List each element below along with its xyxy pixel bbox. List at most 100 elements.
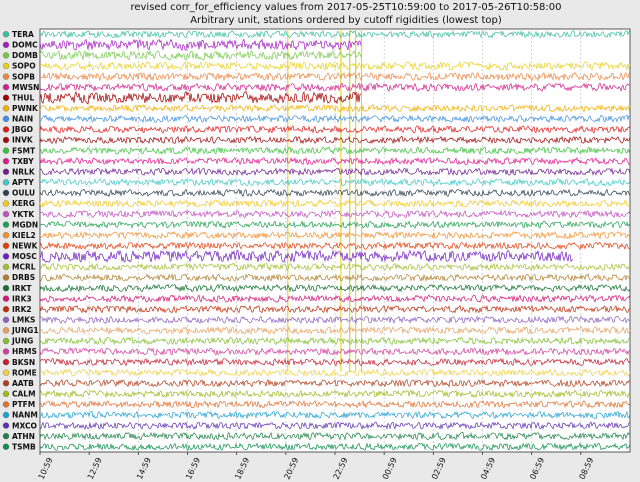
series-line-rome	[39, 368, 631, 378]
legend-item-irkt: IRKT	[2, 284, 32, 293]
legend-label: PTFM	[12, 400, 35, 409]
legend-item-hrms: HRMS	[2, 347, 37, 356]
legend-item-nain: NAIN	[2, 115, 33, 124]
legend-item-oulu: OULU	[2, 189, 35, 198]
legend-label: NRLK	[12, 167, 36, 176]
legend-label: IRKT	[12, 284, 32, 293]
series-line-sopb	[39, 71, 631, 82]
legend-swatch	[2, 316, 10, 323]
legend-swatch	[2, 94, 10, 101]
legend-label: MGDN	[12, 220, 38, 229]
legend-label: KIEL2	[12, 231, 36, 240]
legend-swatch	[2, 401, 10, 408]
series-line-athn	[39, 431, 631, 441]
series-line-aatb	[39, 378, 631, 388]
legend-item-jung: JUNG	[2, 337, 33, 346]
legend-item-pwnk: PWNK	[2, 104, 39, 113]
legend-swatch	[2, 221, 10, 228]
legend-swatch	[2, 284, 10, 292]
legend-item-kerg: KERG	[2, 199, 35, 208]
legend-item-invk: INVK	[2, 136, 34, 145]
series-line-hrms	[39, 347, 631, 356]
legend-label: PWNK	[12, 104, 39, 113]
legend-item-nrlk: NRLK	[2, 167, 36, 176]
legend-label: MOSC	[12, 252, 37, 261]
legend-label: LMKS	[12, 316, 35, 325]
series-line-newk	[39, 241, 631, 251]
legend-label: JBGO	[11, 125, 33, 134]
legend-label: KERG	[12, 199, 35, 208]
legend-item-jbgo: JBGO	[2, 125, 33, 134]
series-line-thul	[39, 90, 362, 105]
legend-swatch	[2, 210, 10, 218]
legend-swatch	[2, 115, 10, 123]
legend-label: ROME	[12, 368, 37, 377]
series-line-drbs	[39, 273, 631, 282]
series-line-irk3	[39, 294, 631, 303]
legend-swatch	[2, 200, 10, 207]
plot-area	[39, 28, 631, 453]
legend-item-bksn: BKSN	[2, 358, 35, 367]
legend-item-mosc: MOSC	[2, 252, 37, 261]
legend-label: HRMS	[12, 347, 37, 356]
legend-item-lmks: LMKS	[2, 316, 35, 325]
legend-swatch	[2, 390, 10, 397]
legend-label: IRK3	[12, 294, 32, 303]
legend-swatch	[2, 411, 10, 419]
series-line-nanm	[39, 410, 631, 420]
legend-item-mwsn: MWSN	[2, 83, 39, 92]
legend-label: TXBY	[12, 157, 34, 166]
legend-item-tsmb: TSMB	[2, 442, 36, 451]
legend-swatch	[2, 263, 10, 271]
series-line-domb	[39, 49, 362, 61]
legend-swatch	[2, 126, 10, 133]
series-line-kerg	[39, 199, 631, 208]
series-line-apty	[39, 178, 631, 187]
legend-swatch	[2, 158, 10, 165]
legend-item-aatb: AATB	[2, 379, 34, 388]
legend-item-nanm: NANM	[2, 411, 38, 420]
legend-item-drbs: DRBS	[2, 273, 35, 282]
legend-item-calm: CALM	[2, 390, 36, 399]
series-line-domc	[39, 38, 362, 52]
series-line-txby	[39, 156, 631, 166]
legend-swatch	[2, 105, 10, 112]
legend-item-jung1: JUNG1	[2, 326, 39, 335]
legend-label: APTY	[12, 178, 34, 187]
legend-swatch	[2, 295, 10, 302]
series-line-invk	[39, 135, 631, 145]
legend-label: BKSN	[12, 358, 35, 367]
legend-item-fsmt: FSMT	[2, 146, 36, 155]
legend-swatch	[2, 168, 10, 175]
series-line-pwnk	[39, 103, 631, 113]
legend-label: DOMC	[12, 41, 38, 50]
legend-swatch	[2, 274, 10, 281]
series-layer	[39, 29, 631, 451]
legend-label: DRBS	[12, 273, 35, 282]
legend-label: MXCO	[12, 421, 37, 430]
series-line-nrlk	[39, 167, 631, 177]
legend-swatch	[2, 31, 10, 38]
legend-swatch	[2, 432, 10, 440]
series-line-kiel2	[39, 230, 631, 240]
legend-swatch	[2, 73, 10, 80]
legend-label: CALM	[12, 390, 36, 399]
series-line-yktk	[39, 209, 631, 219]
legend-label: NANM	[12, 411, 38, 420]
legend-swatch	[2, 253, 10, 260]
series-line-tsmb	[39, 442, 631, 451]
legend-item-kiel2: KIEL2	[2, 231, 36, 240]
series-line-mxco	[39, 421, 631, 430]
legend-swatch	[2, 348, 10, 355]
legend-item-irk3: IRK3	[2, 294, 32, 303]
legend-item-txby: TXBY	[2, 157, 34, 166]
series-line-mwsn	[39, 82, 631, 93]
legend-label: YKTK	[11, 210, 35, 219]
legend-swatch	[2, 242, 10, 249]
series-line-lmks	[39, 315, 631, 325]
legend-label: MWSN	[12, 83, 39, 92]
legend-swatch	[2, 41, 10, 49]
legend-label: TSMB	[12, 442, 36, 451]
legend-item-mgdn: MGDN	[2, 220, 38, 229]
